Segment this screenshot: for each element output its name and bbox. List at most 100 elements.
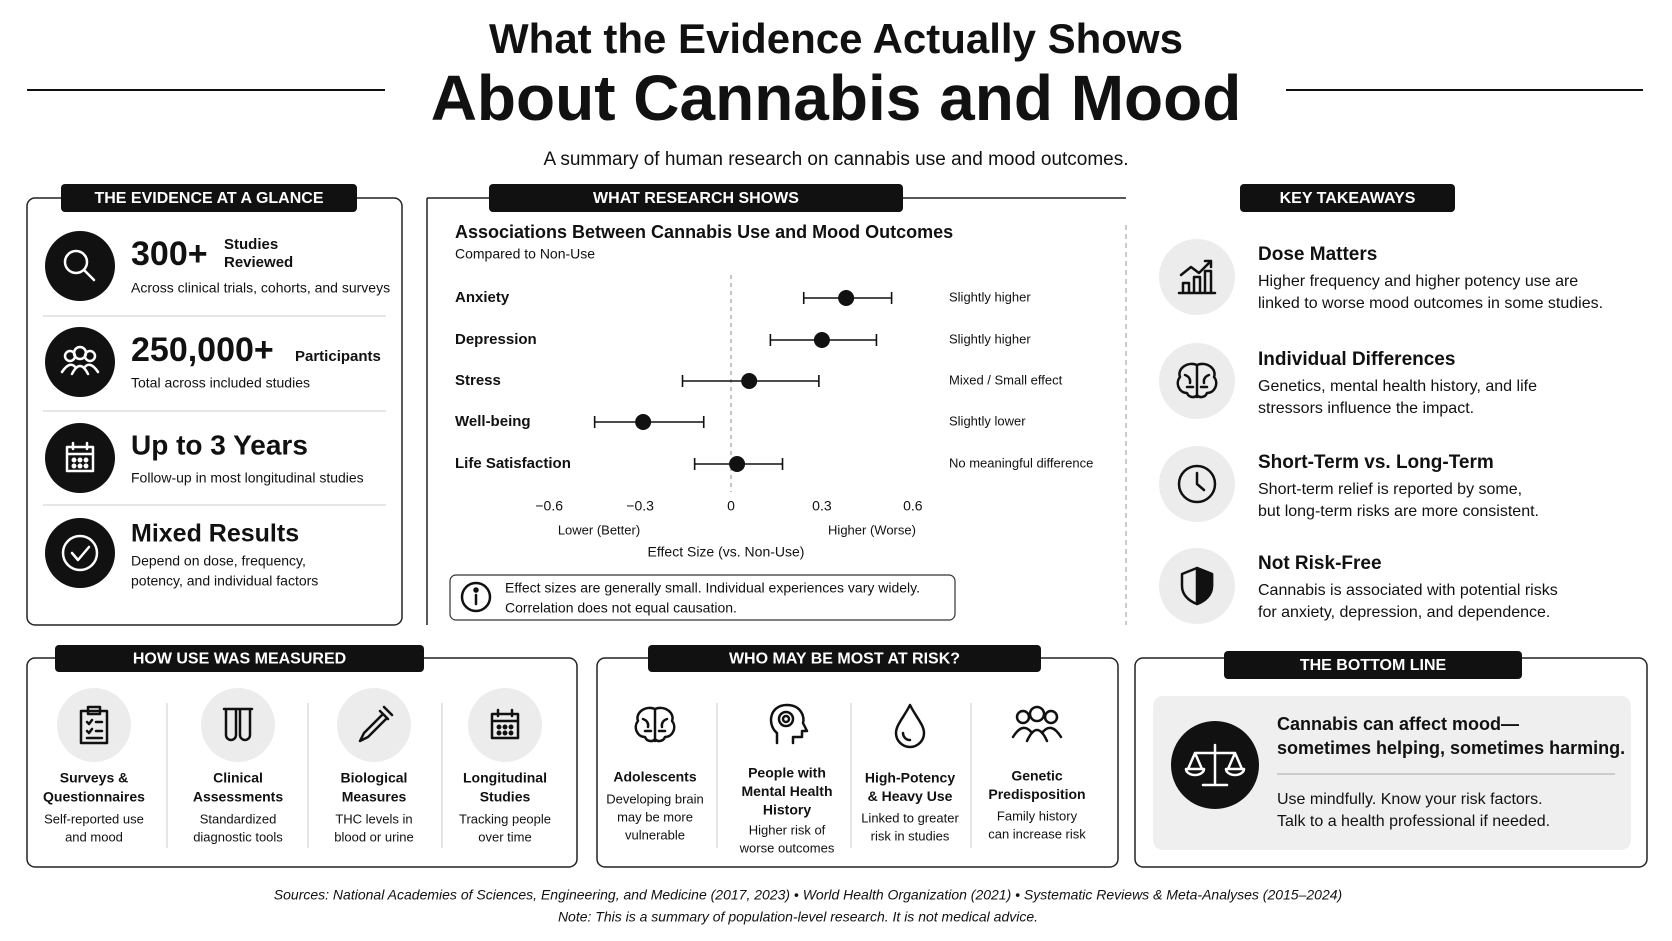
icon-part (71, 463, 77, 469)
item-title: & Heavy Use (868, 788, 953, 804)
takeaway-desc: Genetics, mental health history, and lif… (1258, 378, 1537, 395)
section-header: THE EVIDENCE AT A GLANCE (94, 190, 323, 207)
icon (1180, 566, 1214, 606)
subtitle: A summary of human research on cannabis … (543, 149, 1128, 170)
item-desc: blood or urine (334, 829, 414, 844)
stat-desc: Total across included studies (131, 375, 310, 391)
note-box (449, 574, 956, 621)
category-label: Stress (455, 372, 501, 389)
item-title: Questionnaires (43, 789, 145, 805)
icon-circle (337, 688, 411, 762)
takeaway-desc: Cannabis is associated with potential ri… (1258, 582, 1558, 599)
icon-part (894, 703, 926, 749)
sources: Sources: National Academies of Sciences,… (274, 887, 1342, 903)
takeaway-desc: linked to worse mood outcomes in some st… (1258, 295, 1603, 312)
section-header: WHAT RESEARCH SHOWS (593, 190, 799, 207)
icon-circle (45, 518, 115, 588)
icon (222, 707, 254, 742)
point-estimate (635, 414, 652, 430)
icon-part (508, 730, 514, 736)
item-title: Measures (342, 789, 407, 805)
item-desc: vulnerable (625, 827, 685, 842)
icon (61, 534, 99, 572)
item-title: Mental Health (741, 783, 832, 799)
point-estimate (838, 290, 855, 306)
stat-desc: Follow-up in most longitudinal studies (131, 470, 364, 486)
takeaway-title: Not Risk-Free (1258, 553, 1382, 574)
stat-label: Reviewed (224, 254, 293, 271)
item-title: People with (748, 765, 826, 781)
category-label: Well-being (455, 413, 531, 430)
takeaway-desc: but long-term risks are more consistent. (1258, 503, 1539, 520)
icon-circle (45, 231, 115, 301)
item-desc: risk in studies (871, 828, 950, 843)
icon (1184, 743, 1246, 787)
icon (1176, 362, 1218, 399)
callout-headline: sometimes helping, sometimes harming. (1277, 738, 1625, 758)
x-tick-label: −0.6 (535, 498, 563, 514)
icon-part (1184, 743, 1246, 787)
section-header-pill (1240, 184, 1455, 212)
icon (490, 708, 520, 740)
item-title: Assessments (193, 789, 283, 805)
icon-part (77, 457, 83, 463)
x-tick-label: 0.3 (812, 498, 832, 514)
icon-part (508, 724, 514, 730)
item-desc: Tracking people (459, 811, 551, 826)
item-desc: Higher risk of (749, 822, 826, 837)
icon-part (1011, 726, 1063, 743)
item-title: Adolescents (613, 769, 696, 785)
icon-part (1177, 464, 1217, 504)
annotation: Slightly higher (949, 331, 1031, 346)
icon-part (496, 724, 502, 730)
icon (358, 705, 394, 743)
point-estimate (741, 373, 758, 389)
title: About Cannabis and Mood (431, 62, 1242, 134)
item-desc: Family history (997, 808, 1078, 823)
stat-desc: Across clinical trials, cohorts, and sur… (131, 280, 390, 296)
chart-title: Associations Between Cannabis Use and Mo… (455, 222, 953, 242)
icon-part (60, 363, 100, 376)
point-estimate (813, 332, 830, 348)
x-tick-label: −0.3 (626, 498, 654, 514)
section-header: THE BOTTOM LINE (1300, 657, 1447, 674)
item-title: Genetic (1011, 768, 1063, 784)
icon (60, 345, 100, 376)
icon-part (634, 706, 676, 743)
takeaway-title: Individual Differences (1258, 349, 1455, 370)
section-header-pill (489, 184, 903, 212)
takeaway-desc: Higher frequency and higher potency use … (1258, 273, 1578, 290)
icon-part (70, 545, 91, 562)
icon-part (781, 714, 791, 724)
item-desc: diagnostic tools (193, 829, 283, 844)
annotation: Slightly higher (949, 289, 1031, 304)
title: What the Evidence Actually Shows (489, 15, 1183, 62)
section-header-pill (648, 645, 1041, 672)
icon-circle (201, 688, 275, 762)
icon (63, 249, 96, 282)
icon-part (473, 587, 479, 593)
stat-desc: potency, and individual factors (131, 573, 318, 589)
item-title: High-Potency (865, 770, 955, 786)
icon-part (460, 581, 492, 613)
icon-part (1195, 566, 1214, 606)
icon (894, 703, 926, 749)
icon-part (1028, 705, 1046, 723)
icon-part (1015, 709, 1031, 725)
icon-part (77, 463, 83, 469)
icon-part (777, 710, 795, 728)
icon-part (63, 249, 89, 275)
item-title: Surveys & (60, 770, 128, 786)
section-header-pill (61, 184, 357, 212)
item-title: Longitudinal (463, 770, 547, 786)
icon-part (222, 707, 254, 742)
item-desc: Linked to greater (861, 810, 959, 825)
item-desc: Developing brain (606, 791, 704, 806)
icon-part (490, 708, 520, 740)
x-tick-label: 0 (727, 498, 735, 514)
annotation: No meaningful difference (949, 455, 1093, 470)
icon (65, 441, 95, 473)
section-header: WHO MAY BE MOST AT RISK? (729, 651, 960, 668)
